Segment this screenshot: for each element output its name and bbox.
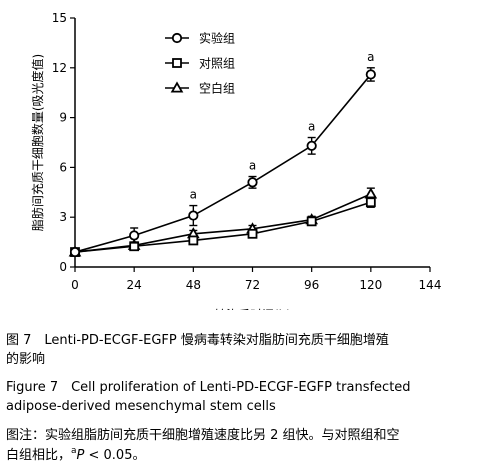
data-point [129, 230, 140, 241]
caption-cn-title-2: 的影响 [6, 352, 46, 367]
legend-marker [172, 58, 182, 68]
legend-marker [171, 32, 183, 44]
significance-label: a [190, 188, 197, 202]
significance-label: a [308, 120, 315, 134]
caption-note-p: P [76, 448, 85, 463]
legend-label: 对照组 [199, 57, 235, 71]
y-tick-label: 12 [52, 61, 67, 75]
x-tick-label: 24 [127, 278, 142, 292]
data-point [188, 210, 199, 221]
data-point [364, 187, 378, 199]
caption-en-title-2: adipose-derived mesenchymal stem cells [6, 399, 276, 414]
y-tick-label: 3 [59, 210, 67, 224]
data-point [188, 235, 199, 246]
significance-label: a [249, 159, 256, 173]
caption-cn-title-1: 图 7 Lenti-PD-ECGF-EGFP 慢病毒转染对脂肪间充质干细胞增殖 [6, 333, 389, 348]
x-tick-label: 120 [359, 278, 382, 292]
series-line [74, 201, 372, 253]
series-line [74, 193, 372, 253]
caption-note-sup: a [71, 446, 77, 456]
data-point [69, 246, 81, 258]
x-tick-label: 72 [245, 278, 260, 292]
data-point [306, 140, 317, 151]
series-line [74, 73, 372, 253]
y-tick-label: 15 [52, 11, 67, 25]
y-tick-label: 0 [59, 260, 67, 274]
proliferation-chart: 0 3 6 9 12 15 0 24 48 72 96 120 144 转染后时间(h) 脂肪间充质干细胞数… [30, 11, 442, 310]
data-point [365, 197, 376, 208]
caption-note-tail: < 0.05。 [84, 448, 146, 463]
data-point [306, 216, 317, 227]
data-point [247, 228, 258, 239]
legend-label: 空白组 [199, 81, 235, 96]
x-tick-label: 48 [186, 278, 201, 292]
significance-label: a [367, 50, 374, 64]
caption-note-1: 图注：实验组脂肪间充质干细胞增殖速度比另 2 组快。与对照组和空 [6, 428, 400, 443]
caption-note-prefix: 白组相比， [6, 448, 72, 463]
x-tick-label: 96 [304, 278, 319, 292]
x-tick-label: 0 [71, 278, 79, 292]
y-axis-title: 脂肪间充质干细胞数量(吸光度值) [30, 54, 45, 231]
y-tick-label: 6 [59, 160, 67, 174]
x-axis-title: 转染后时间(h) [214, 307, 291, 310]
x-tick-label: 144 [419, 278, 442, 292]
data-point [365, 69, 376, 80]
caption-en-title-1: Figure 7 Cell proliferation of Lenti-PD-… [6, 380, 411, 395]
caption-note-2: 白组相比，aP < 0.05。 [6, 446, 145, 465]
legend-marker [170, 81, 184, 93]
data-point [247, 177, 258, 188]
y-tick-label: 9 [59, 111, 67, 125]
legend-label: 实验组 [199, 31, 235, 46]
